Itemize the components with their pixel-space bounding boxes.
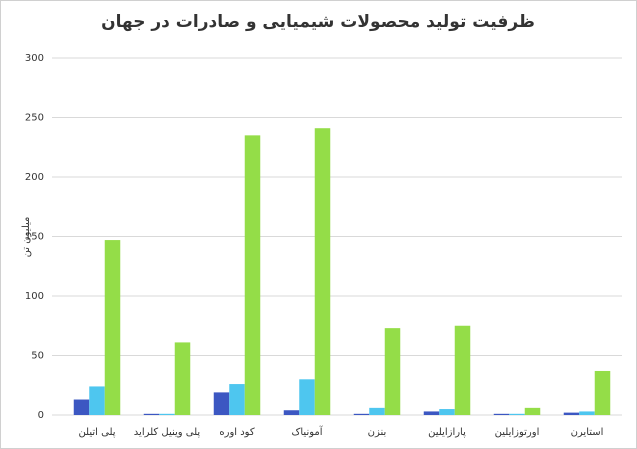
x-tick-label: بنزن [368, 427, 387, 438]
bar [509, 413, 525, 415]
y-tick-label: 200 [25, 172, 44, 183]
bar [454, 325, 471, 415]
bar [104, 240, 121, 415]
y-tick-label: 100 [25, 291, 44, 302]
bar [299, 379, 315, 415]
bar [579, 411, 595, 415]
chart-title: ظرفیت تولید محصولات شیمیایی و صادرات در … [101, 12, 535, 32]
bar [493, 413, 510, 415]
bar [594, 370, 611, 415]
y-axis-label: میلیون تن [21, 217, 32, 258]
x-tick-label: پارازایلین [428, 427, 466, 438]
bar [384, 328, 401, 415]
x-tick-label: پلی وینیل کلراید [134, 427, 201, 438]
bar [563, 412, 580, 415]
bar [369, 407, 385, 415]
bar [229, 384, 245, 415]
bar [283, 410, 300, 415]
y-tick-label: 300 [25, 53, 44, 64]
bar [213, 392, 230, 415]
x-tick-label: اورتوزایلین [495, 427, 540, 438]
bar [174, 342, 191, 415]
x-tick-label: کود اوره [219, 427, 254, 438]
bar [314, 128, 331, 415]
x-tick-label: پلی اتیلن [78, 427, 115, 438]
bar [439, 409, 455, 415]
bar [89, 386, 105, 415]
bar [143, 413, 160, 415]
y-tick-label: 150 [25, 232, 44, 243]
x-tick-label: استایرن [571, 427, 604, 438]
bar [524, 407, 541, 415]
y-tick-label: 50 [31, 351, 44, 362]
bar [244, 135, 261, 415]
bar [73, 399, 90, 415]
bar [423, 411, 440, 415]
y-tick-label: 0 [38, 410, 44, 421]
bar [159, 413, 175, 415]
y-tick-label: 250 [25, 113, 44, 124]
x-tick-label: آمونیاک [291, 425, 323, 438]
bar [353, 413, 370, 415]
